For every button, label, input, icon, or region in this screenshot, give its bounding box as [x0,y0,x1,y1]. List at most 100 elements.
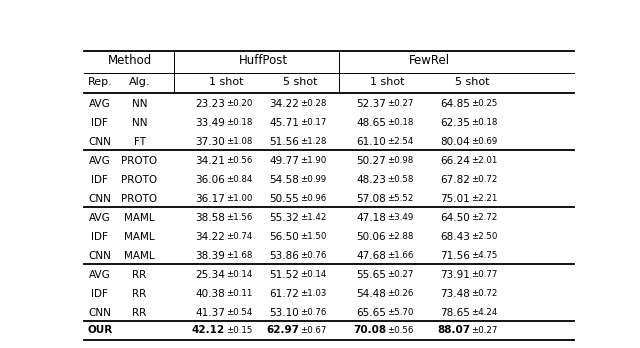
Text: ±5.70: ±5.70 [387,308,413,317]
Text: 38.39: 38.39 [195,251,225,261]
Text: 50.27: 50.27 [356,156,386,166]
Text: IDF: IDF [92,289,108,299]
Text: ±4.24: ±4.24 [471,308,498,317]
Text: 53.86: 53.86 [269,251,300,261]
Text: IDF: IDF [92,232,108,242]
Text: 45.71: 45.71 [269,118,300,128]
Text: 36.06: 36.06 [195,175,225,185]
Text: 62.97: 62.97 [266,325,300,335]
Text: ±0.27: ±0.27 [387,270,413,279]
Text: 78.65: 78.65 [440,308,470,318]
Text: 25.34: 25.34 [195,270,225,280]
Text: 80.04: 80.04 [441,137,470,147]
Text: 71.56: 71.56 [440,251,470,261]
Text: ±0.74: ±0.74 [226,232,252,242]
Text: PROTO: PROTO [122,175,157,185]
Text: 65.65: 65.65 [356,308,386,318]
Text: ±0.56: ±0.56 [226,156,252,165]
Text: ±0.99: ±0.99 [300,175,326,184]
Text: ±2.21: ±2.21 [471,194,498,203]
Text: ±2.01: ±2.01 [471,156,498,165]
Text: ±2.50: ±2.50 [471,232,498,242]
Text: 40.38: 40.38 [195,289,225,299]
Text: 57.08: 57.08 [356,194,386,204]
Text: FewRel: FewRel [409,54,451,67]
Text: ±0.14: ±0.14 [300,270,326,279]
Text: ±0.26: ±0.26 [387,290,413,299]
Text: CNN: CNN [88,194,111,204]
Text: ±0.76: ±0.76 [300,308,326,317]
Text: ±0.72: ±0.72 [471,175,498,184]
Text: MAML: MAML [124,213,155,223]
Text: 36.17: 36.17 [195,194,225,204]
Text: ±0.27: ±0.27 [387,99,413,108]
Text: 62.35: 62.35 [440,118,470,128]
Text: ±0.96: ±0.96 [300,194,326,203]
Text: ±1.50: ±1.50 [300,232,326,242]
Text: 70.08: 70.08 [353,325,386,335]
Text: ±0.20: ±0.20 [226,99,252,108]
Text: ±0.11: ±0.11 [226,290,252,299]
Text: FT: FT [134,137,145,147]
Text: ±0.17: ±0.17 [300,118,326,127]
Text: Method: Method [108,54,152,67]
Text: ±0.14: ±0.14 [226,270,252,279]
Text: PROTO: PROTO [122,156,157,166]
Text: 73.91: 73.91 [440,270,470,280]
Text: ±0.67: ±0.67 [300,326,326,335]
Text: ±0.18: ±0.18 [226,118,252,127]
Text: ±0.15: ±0.15 [226,326,252,335]
Text: 50.55: 50.55 [269,194,300,204]
Text: CNN: CNN [88,308,111,318]
Text: 37.30: 37.30 [195,137,225,147]
Text: AVG: AVG [89,213,111,223]
Text: ±4.75: ±4.75 [471,251,498,260]
Text: 42.12: 42.12 [192,325,225,335]
Text: 1 shot: 1 shot [371,77,404,87]
Text: 50.06: 50.06 [356,232,386,242]
Text: 5 shot: 5 shot [284,77,318,87]
Text: ±0.77: ±0.77 [471,270,498,279]
Text: 61.10: 61.10 [356,137,386,147]
Text: 56.50: 56.50 [269,232,300,242]
Text: AVG: AVG [89,99,111,109]
Text: 48.65: 48.65 [356,118,386,128]
Text: ±1.56: ±1.56 [226,213,252,222]
Text: 75.01: 75.01 [440,194,470,204]
Text: 55.32: 55.32 [269,213,300,223]
Text: 68.43: 68.43 [440,232,470,242]
Text: RR: RR [132,308,147,318]
Text: PROTO: PROTO [122,194,157,204]
Text: ±3.49: ±3.49 [387,213,413,222]
Text: 55.65: 55.65 [356,270,386,280]
Text: CNN: CNN [88,251,111,261]
Text: ±1.66: ±1.66 [387,251,413,260]
Text: NN: NN [132,118,147,128]
Text: ±0.58: ±0.58 [387,175,413,184]
Text: 54.58: 54.58 [269,175,300,185]
Text: ±0.25: ±0.25 [471,99,498,108]
Text: ±2.54: ±2.54 [387,137,413,146]
Text: 64.50: 64.50 [440,213,470,223]
Text: ±0.72: ±0.72 [471,290,498,299]
Text: ±1.08: ±1.08 [226,137,252,146]
Text: ±0.18: ±0.18 [387,118,413,127]
Text: 51.52: 51.52 [269,270,300,280]
Text: OUR: OUR [87,325,113,335]
Text: NN: NN [132,99,147,109]
Text: ±0.27: ±0.27 [471,326,498,335]
Text: HuffPost: HuffPost [239,54,288,67]
Text: ±0.18: ±0.18 [471,118,498,127]
Text: AVG: AVG [89,270,111,280]
Text: Alg.: Alg. [129,77,150,87]
Text: 41.37: 41.37 [195,308,225,318]
Text: MAML: MAML [124,232,155,242]
Text: 33.49: 33.49 [195,118,225,128]
Text: ±5.52: ±5.52 [387,194,413,203]
Text: ±1.68: ±1.68 [226,251,252,260]
Text: 48.23: 48.23 [356,175,386,185]
Text: ±1.28: ±1.28 [300,137,326,146]
Text: 73.48: 73.48 [440,289,470,299]
Text: 51.56: 51.56 [269,137,300,147]
Text: ±0.98: ±0.98 [387,156,413,165]
